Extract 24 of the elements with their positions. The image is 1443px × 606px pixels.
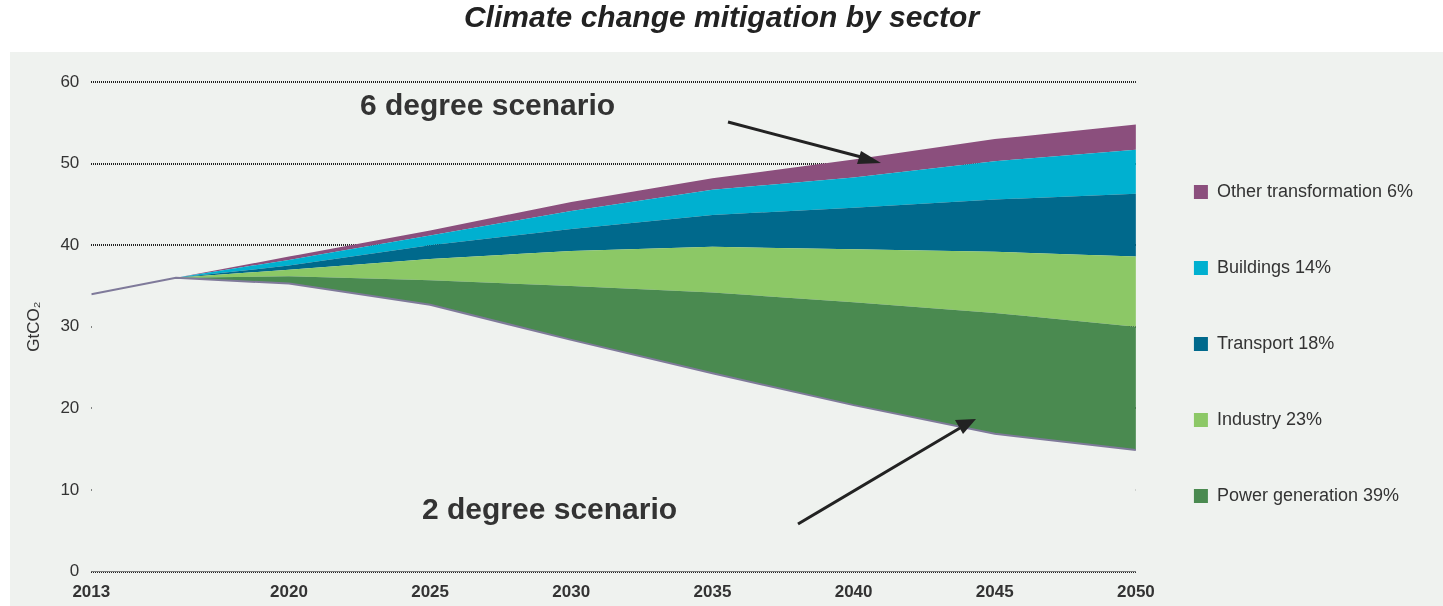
x-tick-label: 2040 [834,582,873,602]
y-axis-title: GtCO₂ [23,301,43,352]
x-tick-label: 2025 [411,582,450,602]
x-tick-label: 2045 [975,582,1014,602]
legend-label: Power generation 39% [1216,484,1400,505]
x-tick-label: 2020 [270,582,308,602]
x-tick-label: 2030 [552,582,591,602]
legend-label: Industry 23% [1216,408,1322,429]
y-tick-label: 30 [60,316,80,336]
annotation: 2 degree scenario [422,492,678,526]
annotation: 6 degree scenario [360,88,616,122]
legend-label: Buildings 14% [1216,256,1331,277]
legend-label: Other transformation 6% [1216,180,1414,201]
chart-title: Climate change mitigation by sector [462,0,982,35]
legend-label: Transport 18% [1216,332,1335,353]
y-tick-label: 60 [60,71,80,91]
y-tick-label: 40 [60,234,80,254]
x-tick-label: 2050 [1117,582,1155,602]
y-tick-label: 10 [60,479,80,499]
y-tick-label: 0 [69,561,80,581]
x-tick-label: 2035 [693,582,732,602]
y-tick-label: 50 [60,153,80,173]
x-tick-label: 2013 [72,582,111,602]
y-tick-label: 20 [60,398,80,418]
